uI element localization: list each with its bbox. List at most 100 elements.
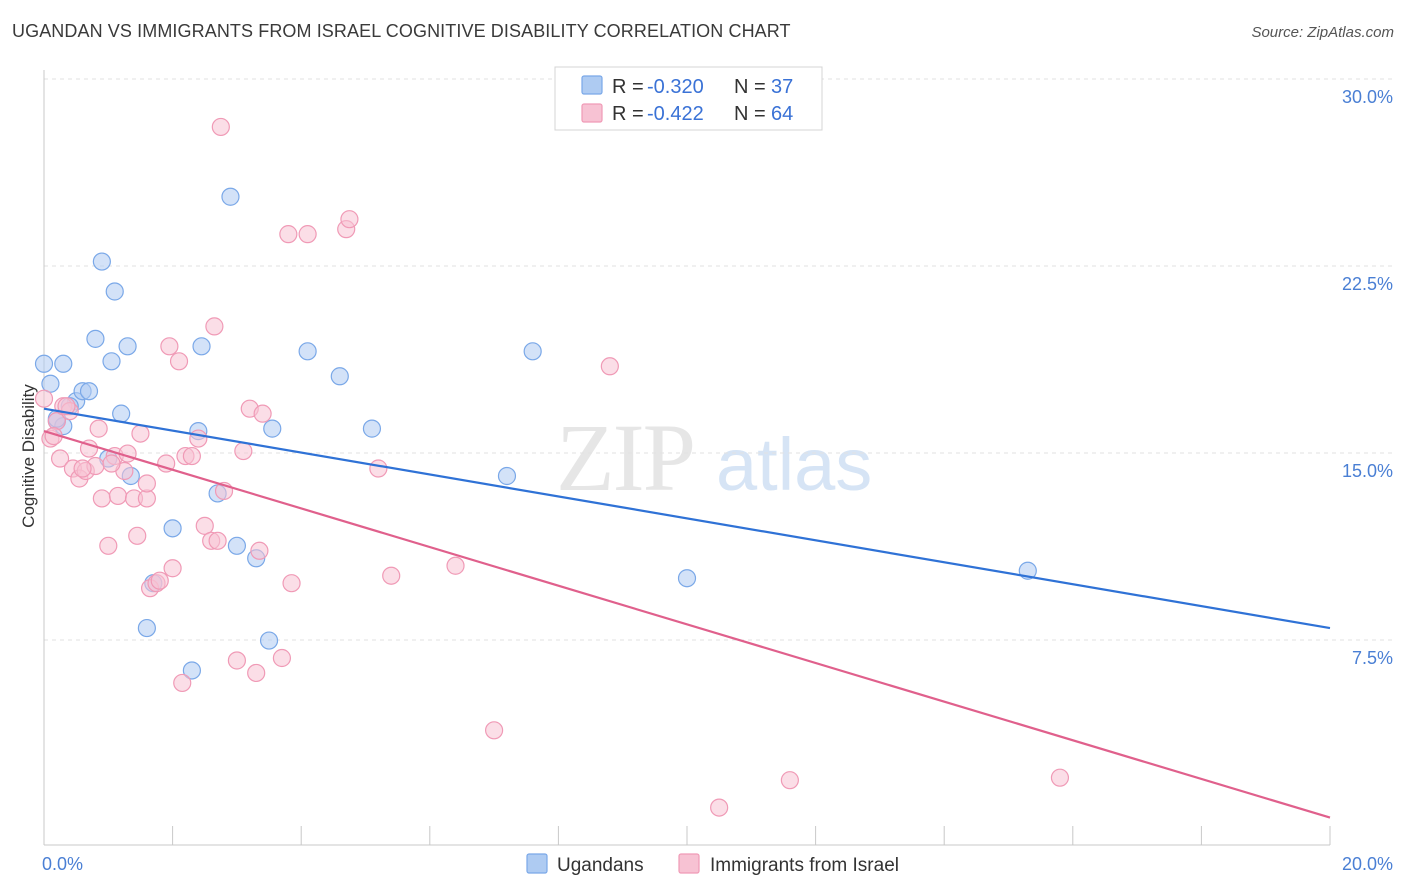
legend-r-value-1: -0.422 (647, 103, 704, 125)
israel-point (131, 424, 150, 443)
israel-point (160, 337, 179, 356)
israel-point (211, 117, 230, 137)
israel-point (272, 648, 292, 668)
series-legend: Ugandans Immigrants from Israel (526, 853, 899, 876)
x-ticks (43, 826, 1331, 845)
ugandans-point (112, 404, 131, 423)
ugandans-point (227, 536, 246, 555)
israel-point (298, 225, 317, 244)
legend-n-label-0: N = (734, 76, 766, 98)
legend-swatch-ugandans (581, 75, 603, 95)
ugandans-point (362, 419, 382, 438)
israel-point (1050, 768, 1070, 787)
ugandans-point (54, 354, 73, 373)
israel-point (205, 317, 224, 336)
series-israel-points (34, 117, 1070, 817)
legend-n-value-1: 64 (771, 103, 793, 125)
chart-source: Source: ZipAtlas.com (1251, 24, 1394, 41)
y-tick-label: 7.5% (1352, 648, 1393, 668)
bottom-legend-swatch-ugandans (526, 853, 548, 874)
x-tick-label-min: 0.0% (42, 854, 83, 874)
israel-point (279, 225, 298, 244)
israel-point (163, 559, 182, 578)
y-axis-title: Cognitive Disability (19, 384, 38, 528)
israel-point (446, 556, 465, 575)
israel-point (173, 673, 192, 693)
israel-point (108, 486, 128, 506)
ugandans-point (330, 367, 349, 386)
y-tick-labels: 30.0% 22.5% 15.0% 7.5% (1342, 87, 1393, 668)
gridlines (44, 78, 1393, 641)
israel-point (34, 389, 54, 408)
bottom-legend-swatch-israel (678, 853, 700, 874)
stats-legend: R = -0.320 N = 37 R = -0.422 N = 64 (554, 66, 823, 131)
ugandans-point (86, 329, 105, 348)
israel-point (102, 454, 121, 473)
israel-point (189, 429, 208, 448)
israel-point (195, 516, 214, 535)
israel-point (247, 663, 266, 683)
legend-n-label-1: N = (734, 103, 766, 125)
israel-point (92, 489, 111, 508)
israel-point (73, 459, 92, 478)
y-tick-label: 15.0% (1342, 461, 1393, 481)
israel-point (227, 651, 246, 670)
watermark: ZIP atlas (556, 404, 872, 511)
bottom-legend-label-ugandans: Ugandans (557, 855, 644, 876)
israel-point (182, 446, 201, 466)
legend-swatch-israel (581, 103, 603, 123)
israel-point (137, 474, 156, 493)
israel-point (340, 210, 359, 229)
legend-r-label-1: R = (612, 103, 644, 125)
legend-r-label-0: R = (612, 76, 644, 98)
ugandans-point (34, 354, 54, 373)
legend-r-value-0: -0.320 (647, 76, 704, 98)
israel-point (50, 449, 70, 468)
ugandans-point (497, 466, 517, 486)
x-tick-label-max: 20.0% (1342, 854, 1393, 874)
ugandans-point (192, 337, 211, 356)
israel-point (208, 531, 227, 550)
ugandans-point (677, 569, 697, 588)
y-tick-label: 30.0% (1342, 87, 1393, 107)
israel-point (485, 721, 504, 740)
y-tick-label: 22.5% (1342, 274, 1393, 294)
trend-lines (43, 407, 1331, 819)
ugandans-point (263, 419, 282, 438)
ugandans-point (118, 337, 137, 356)
israel-point (89, 419, 108, 438)
israel-point (253, 404, 272, 423)
series-ugandans-points (34, 187, 1037, 680)
ugandans-point (163, 519, 182, 538)
ugandans-point (298, 342, 317, 361)
chart-title: UGANDAN VS IMMIGRANTS FROM ISRAEL COGNIT… (12, 21, 791, 41)
israel-point (169, 352, 189, 371)
israel-point (600, 357, 619, 376)
ugandans-point (102, 352, 121, 371)
israel-point (234, 441, 253, 461)
israel-point (780, 771, 799, 790)
israel-point (128, 526, 147, 545)
legend-n-value-0: 37 (771, 76, 793, 98)
israel-point (57, 397, 76, 416)
israel-trend-line (43, 430, 1331, 819)
israel-point (382, 566, 401, 585)
ugandans-point (92, 252, 111, 271)
israel-point (250, 541, 269, 560)
watermark-zip: ZIP (556, 404, 694, 511)
bottom-legend-label-israel: Immigrants from Israel (710, 855, 899, 876)
ugandans-point (137, 618, 156, 638)
ugandans-trend-line (43, 407, 1331, 630)
ugandans-point (221, 187, 240, 206)
ugandans-point (41, 374, 60, 393)
israel-point (282, 574, 301, 593)
ugandans-point (79, 382, 99, 401)
israel-point (99, 536, 118, 555)
ugandans-point (523, 342, 542, 361)
ugandans-point (105, 282, 124, 301)
israel-point (369, 459, 388, 478)
watermark-atlas: atlas (716, 423, 872, 506)
ugandans-point (182, 661, 201, 680)
ugandans-point (259, 631, 279, 650)
